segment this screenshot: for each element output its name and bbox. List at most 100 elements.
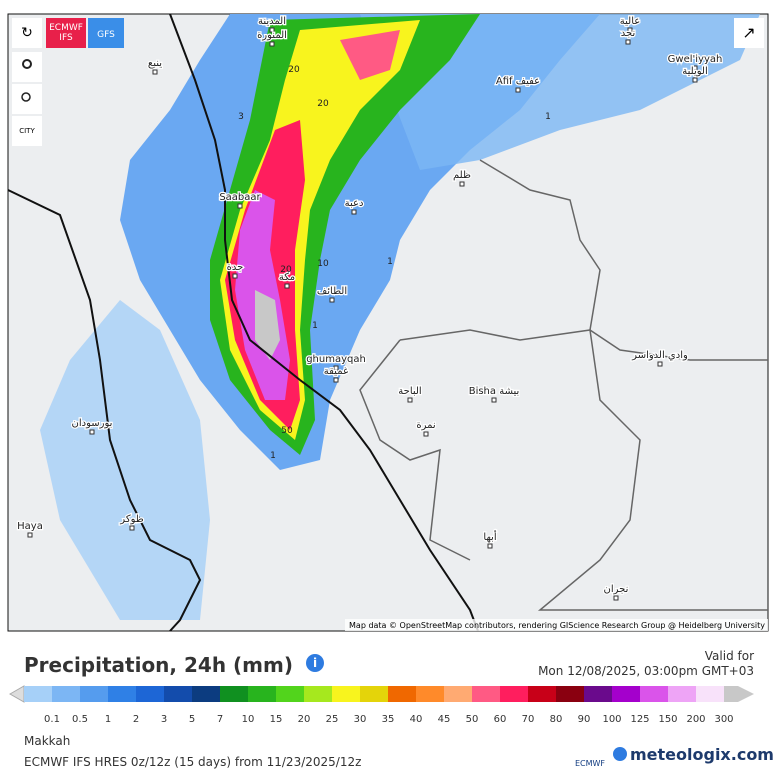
brand: meteologix.com	[630, 745, 774, 764]
legend-swatch	[24, 686, 52, 702]
place-label: نمرة	[416, 420, 435, 431]
legend-label: 90	[578, 714, 591, 725]
place-marker	[692, 77, 698, 83]
place-marker	[515, 87, 521, 93]
place-marker	[625, 39, 631, 45]
place-label: Saabaar	[219, 192, 261, 203]
legend-swatch	[584, 686, 612, 702]
legend-label: 40	[410, 714, 423, 725]
legend-label: 35	[382, 714, 395, 725]
place-label: عالية	[620, 16, 640, 27]
zoom-button[interactable]	[12, 84, 42, 114]
legend-label: 50	[466, 714, 479, 725]
place-label: ظلم	[453, 170, 471, 181]
rain-area	[255, 290, 280, 360]
legend-label: 7	[217, 714, 223, 725]
place-label: بورسودان	[72, 418, 113, 429]
place-marker	[333, 365, 339, 371]
city-label: CITY	[19, 127, 35, 135]
place-marker	[232, 273, 238, 279]
contour-label: 1	[545, 112, 551, 122]
place-label: Afif عفيف	[496, 76, 540, 87]
legend-label: 100	[602, 714, 621, 725]
coastline	[7, 13, 479, 632]
legend-swatch	[696, 686, 724, 702]
legend-label: 45	[438, 714, 451, 725]
place-label: دعبة	[345, 198, 364, 209]
refresh-button[interactable]	[12, 18, 42, 48]
legend-swatch	[528, 686, 556, 702]
legend-swatch	[192, 686, 220, 702]
place-marker	[423, 431, 429, 437]
legend-swatch	[108, 686, 136, 702]
legend-label: 2	[133, 714, 139, 725]
contour-label: 20	[288, 65, 300, 75]
legend-label: 25	[326, 714, 339, 725]
share-button[interactable]	[734, 18, 764, 48]
legend-label: 150	[658, 714, 677, 725]
legend-swatch	[640, 686, 668, 702]
contour-label: 1	[270, 451, 276, 461]
legend-label: 60	[494, 714, 507, 725]
rain-area	[40, 300, 210, 620]
legend-label: 5	[189, 714, 195, 725]
precipitation	[40, 14, 760, 620]
legend-arrow	[8, 685, 25, 703]
place-label: المنورة	[257, 30, 287, 41]
legend-swatch	[220, 686, 248, 702]
place-marker	[613, 595, 619, 601]
contour-label: 50	[281, 426, 293, 436]
brand-icon	[613, 747, 627, 761]
legend-swatch	[472, 686, 500, 702]
title: Precipitation, 24h (mm)	[24, 653, 293, 677]
place-marker	[269, 27, 275, 33]
place-marker	[459, 181, 465, 187]
legend-arrow	[724, 686, 754, 702]
location-icon	[22, 59, 32, 69]
legend-swatch	[612, 686, 640, 702]
place-marker	[491, 397, 497, 403]
legend: 0.1 0.5 1 2 3 5 7 10 15 20 25 30 35 40 45 50 60 70 80 90 100…	[8, 685, 754, 725]
contour-label: 20	[280, 265, 292, 275]
legend-swatch	[556, 686, 584, 702]
legend-swatch	[164, 686, 192, 702]
place-marker	[692, 65, 698, 71]
place-marker	[627, 27, 633, 33]
model-button[interactable]	[46, 18, 86, 48]
legend-swatch	[416, 686, 444, 702]
city-button[interactable]	[12, 116, 42, 146]
attribution: Map data © OpenStreetMap contributors, r…	[349, 621, 765, 630]
attribution-bg	[345, 619, 768, 631]
contour-label: 10	[317, 259, 329, 269]
place-label: ينبع	[148, 58, 162, 69]
place-label: Bisha بيشة	[469, 386, 520, 397]
refresh-icon: ↻	[21, 25, 33, 41]
place-marker	[487, 543, 493, 549]
place-label: نجران	[604, 584, 629, 595]
legend-swatch	[248, 686, 276, 702]
place-marker	[333, 377, 339, 383]
model-run: ECMWF IFS HRES 0z/12z (15 days) from 11/…	[24, 755, 361, 769]
legend-label: 125	[630, 714, 649, 725]
place-label: المدينة	[258, 16, 286, 27]
place-marker	[237, 203, 243, 209]
legend-swatch	[304, 686, 332, 702]
place-label: غميقة	[324, 366, 348, 377]
place-marker	[129, 525, 135, 531]
valid-time: Mon 12/08/2025, 03:00pm GMT+03	[538, 664, 754, 678]
model-button[interactable]	[88, 18, 124, 48]
legend-swatch	[444, 686, 472, 702]
place-label: Gwel'iyyah	[668, 54, 723, 65]
place-label: الطائف	[317, 286, 347, 297]
place-marker	[27, 532, 33, 538]
legend-label: 80	[550, 714, 563, 725]
contour-label: 20	[317, 99, 329, 109]
info-button[interactable]	[306, 654, 324, 672]
place-label: جدة	[227, 262, 244, 273]
legend-swatch	[500, 686, 528, 702]
place-marker	[152, 69, 158, 75]
place-label: الباحة	[398, 386, 421, 397]
legend-swatch	[388, 686, 416, 702]
